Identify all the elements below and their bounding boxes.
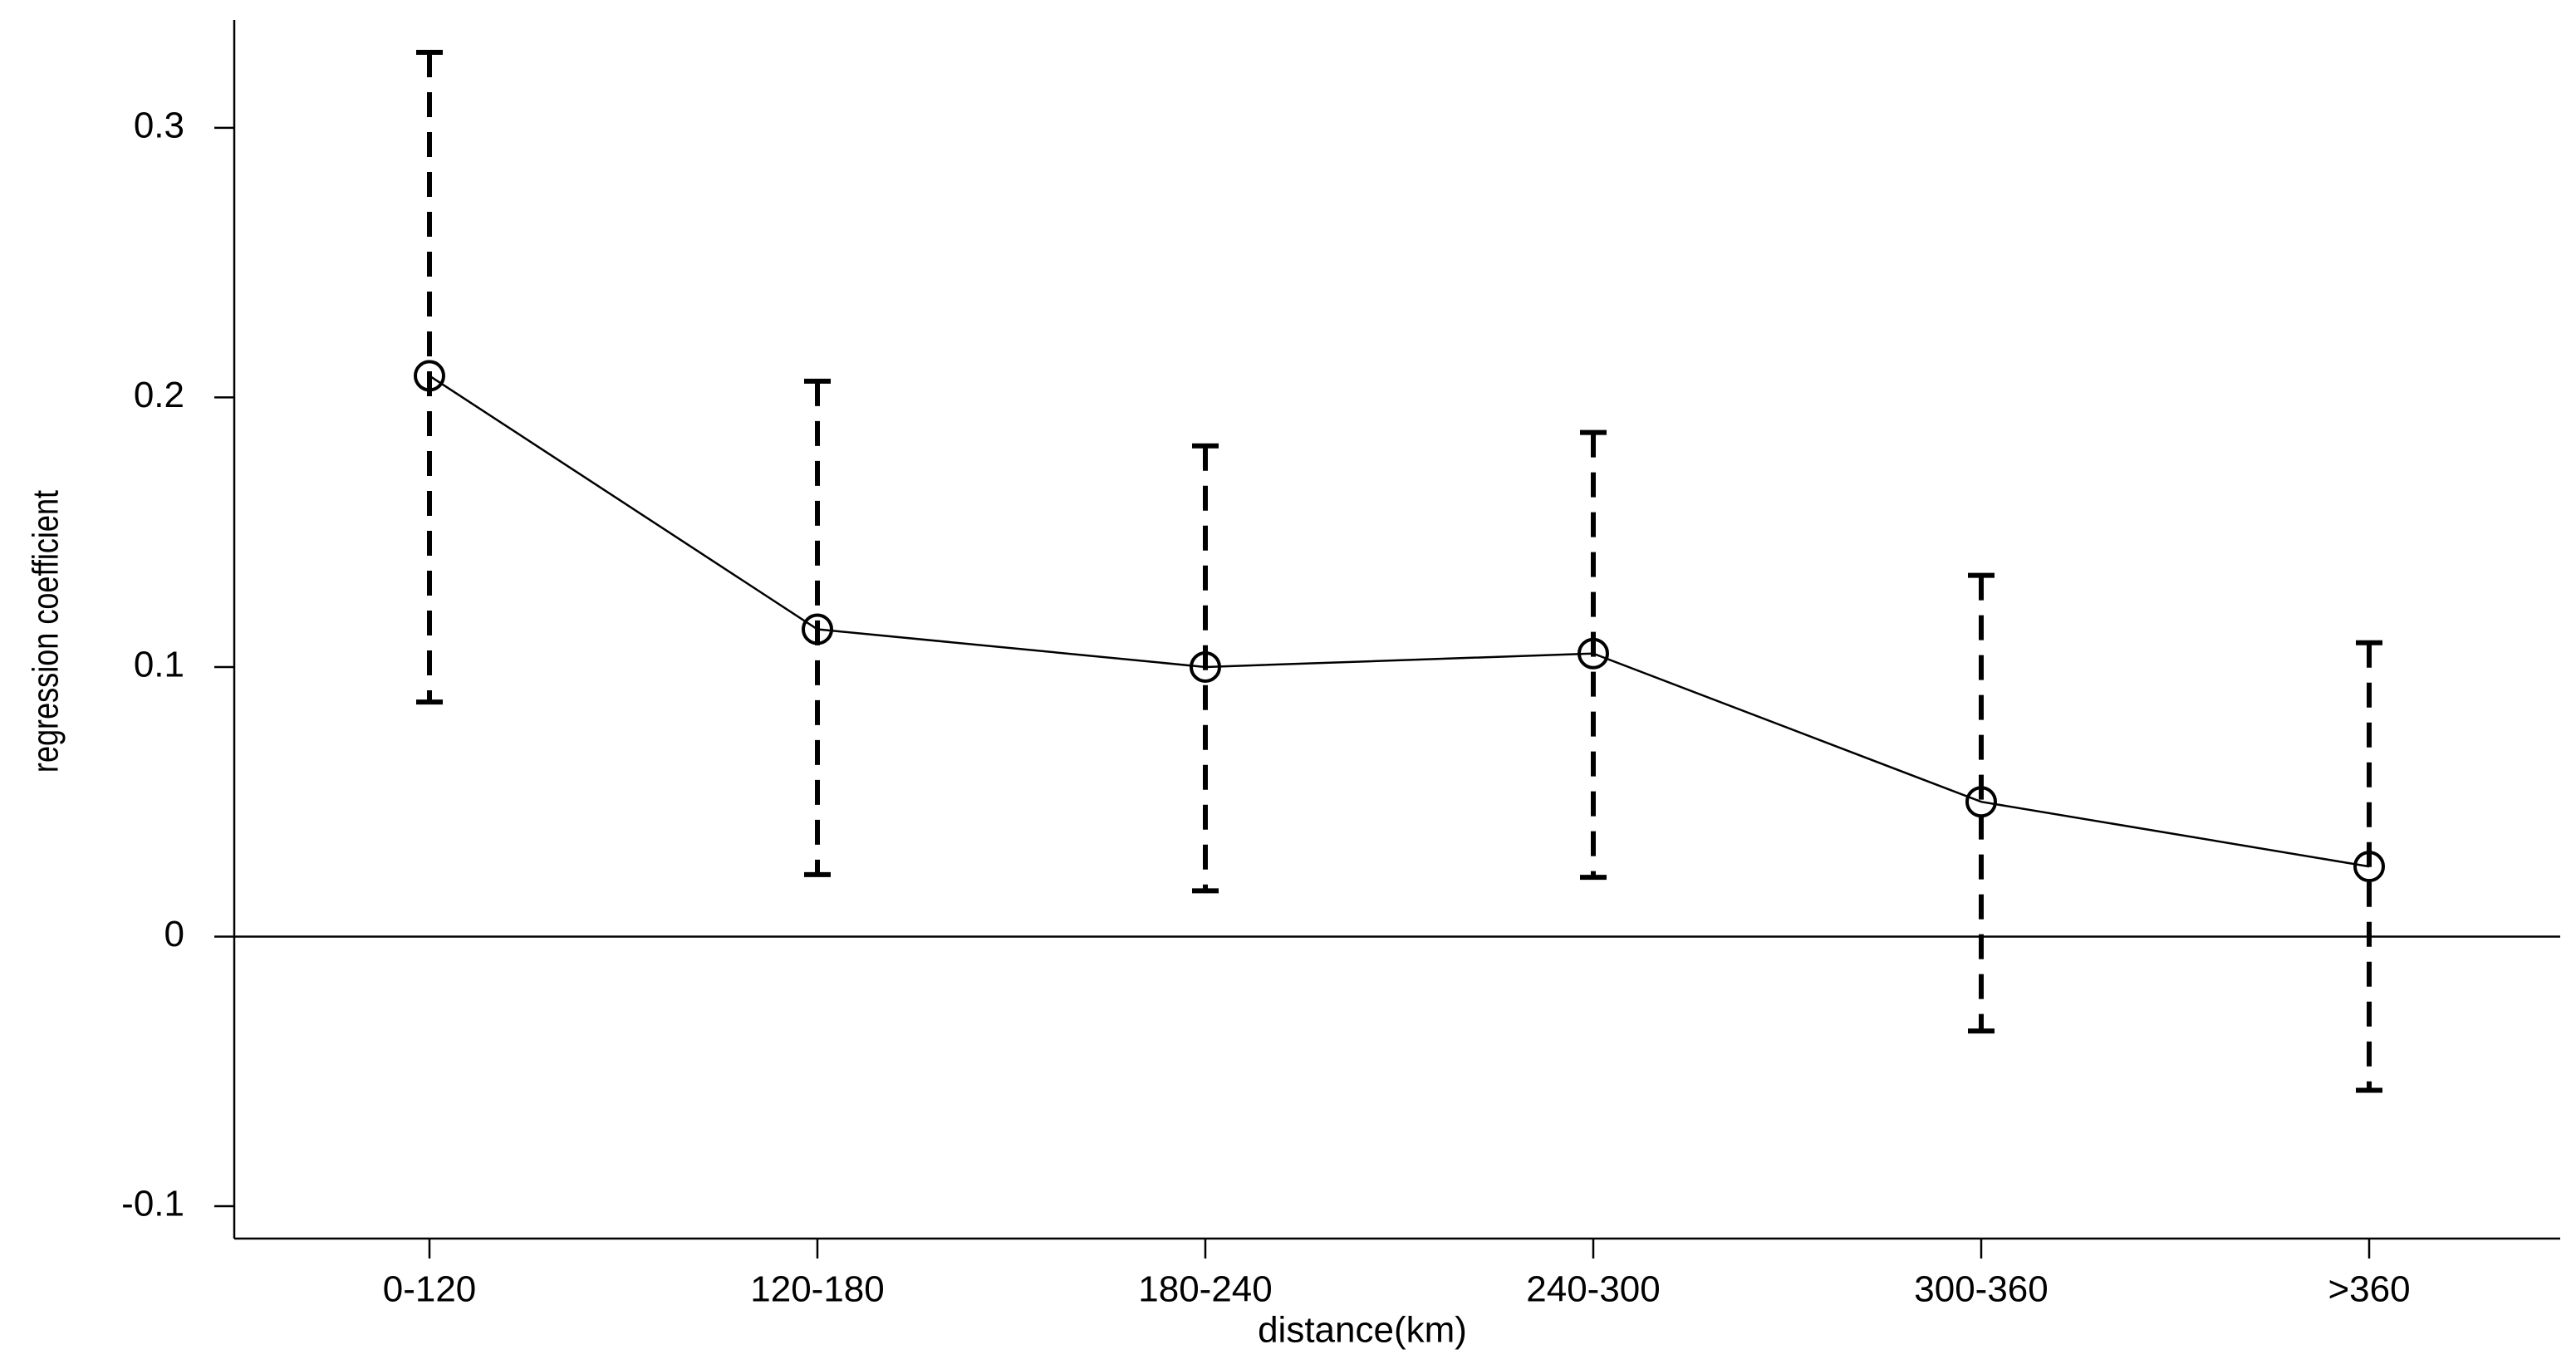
line (429, 375, 2370, 868)
x-tick-label: 300-360 (1914, 1269, 2048, 1310)
y-tick-label: 0 (164, 914, 184, 954)
y-tick-label: -0.1 (121, 1184, 184, 1224)
x-tick-label: 0-120 (383, 1269, 477, 1310)
y-tick-label: 0.3 (134, 105, 184, 145)
y-tick-label: 0.1 (134, 645, 184, 685)
point (1190, 650, 1221, 683)
point (414, 360, 445, 392)
x-tick-label: >360 (2328, 1269, 2410, 1310)
x-axis-title: distance(km) (1258, 1310, 1467, 1351)
point (1965, 786, 1997, 818)
y-axis-title: regression coefficient (25, 490, 66, 773)
point (1577, 637, 1609, 670)
x-tick-label: 120-180 (750, 1269, 884, 1310)
x-tick-label: 240-300 (1526, 1269, 1660, 1310)
y-tick-label: 0.2 (134, 375, 184, 415)
x-tick-label: 180-240 (1138, 1269, 1272, 1310)
point (802, 613, 833, 645)
point (2353, 851, 2385, 883)
